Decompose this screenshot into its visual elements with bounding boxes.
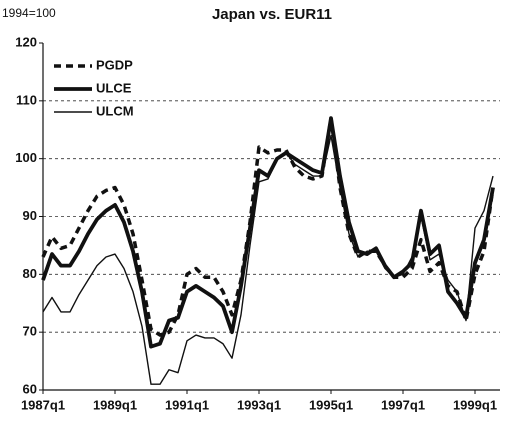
x-tick-label: 1995q1 (309, 397, 353, 412)
y-tick-label: 60 (23, 381, 37, 396)
series-line (42, 134, 494, 385)
annotation: 1994=100 (2, 6, 56, 20)
x-tick-label: 1991q1 (165, 397, 209, 412)
chart-title: Japan vs. EUR11 (212, 6, 332, 23)
x-tick-label: 1987q1 (21, 397, 65, 412)
y-tick-label: 110 (16, 92, 37, 107)
y-tick-label: 80 (23, 266, 37, 281)
legend-label: ULCE (96, 80, 132, 95)
legend-label: ULCM (96, 103, 134, 118)
y-tick-label: 70 (23, 324, 37, 339)
y-tick-label: 100 (15, 150, 37, 165)
x-tick-label: 1993q1 (237, 397, 281, 412)
legend-label: PGDP (96, 57, 133, 72)
x-tick-label: 1997q1 (381, 397, 425, 412)
x-tick-label: 1999q1 (453, 397, 497, 412)
series-line (41, 116, 495, 337)
y-tick-label: 120 (15, 34, 37, 49)
y-tick-label: 90 (23, 208, 37, 223)
x-tick-label: 1989q1 (93, 397, 137, 412)
